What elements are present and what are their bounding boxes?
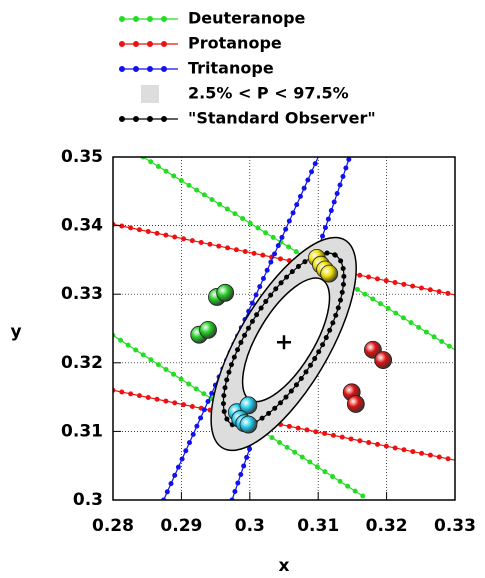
x-tick-label: 0.29 (160, 516, 202, 536)
observer-point (320, 264, 339, 283)
plot-area (113, 157, 455, 500)
confusion-line (113, 223, 455, 461)
y-tick-label: 0.35 (61, 147, 103, 167)
y-tick-label: 0.32 (61, 353, 103, 373)
confusion-line-dots (113, 157, 455, 500)
legend: Deuteranope Protanope Tritanope 2.5% < P < … (119, 9, 376, 128)
y-tick-label: 0.34 (61, 216, 103, 236)
x-tick-label: 0.33 (434, 516, 476, 536)
legend-label: 2.5% < P < 97.5% (188, 84, 349, 103)
legend-swatch (141, 85, 159, 103)
legend-label: Deuteranope (188, 9, 306, 28)
legend-label: Protanope (188, 34, 282, 53)
legend-label: "Standard Observer" (188, 109, 376, 128)
observer-center (277, 335, 291, 350)
y-tick-label: 0.31 (61, 421, 103, 441)
observer-point (374, 351, 393, 369)
y-tick-label: 0.3 (73, 490, 103, 510)
x-tick-label: 0.3 (235, 516, 265, 536)
x-tick-label: 0.32 (366, 516, 408, 536)
y-tick-label: 0.33 (61, 284, 103, 304)
observer-point (239, 415, 258, 434)
y-axis-label: y (10, 322, 21, 342)
axes: 0.28 0.29 0.3 0.31 0.32 0.33 0.3 0.31 0.32 0.33 0.… (61, 147, 476, 536)
observer-point (239, 396, 258, 415)
observer-point (199, 320, 217, 339)
observer-dots (220, 250, 347, 430)
x-tick-label: 0.31 (297, 516, 339, 536)
plot-frame (112, 156, 456, 501)
x-axis-label: x (279, 556, 290, 576)
observer-point (346, 395, 365, 413)
x-tick-label: 0.28 (92, 516, 134, 536)
observer-point (216, 283, 235, 302)
legend-label: Tritanope (188, 59, 274, 78)
